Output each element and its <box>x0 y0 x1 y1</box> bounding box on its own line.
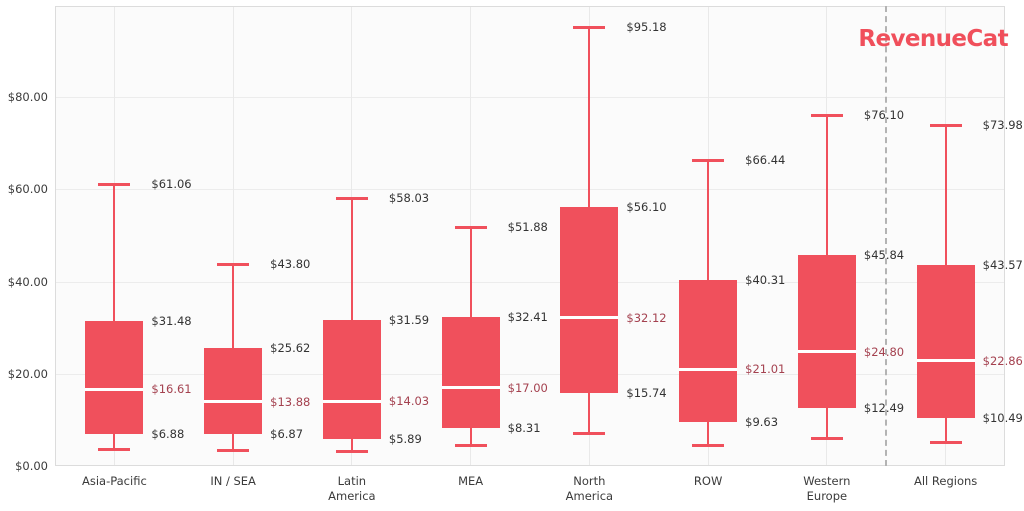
whisker-cap-bottom <box>335 450 368 454</box>
median-line <box>441 386 500 390</box>
x-axis-label: North America <box>529 474 649 504</box>
whisker-cap-top <box>454 225 487 229</box>
whisker-cap-bottom <box>454 443 487 447</box>
x-axis-label: All Regions <box>886 474 1006 489</box>
label-q3: $43.57 <box>982 258 1023 273</box>
whisker-cap-bottom <box>929 441 962 444</box>
label-q1: $9.63 <box>745 414 779 429</box>
plot-area <box>55 6 1005 466</box>
x-axis-label: Western Europe <box>767 474 887 504</box>
whisker-cap-top <box>335 197 368 201</box>
box-rect <box>797 254 856 409</box>
gridline-vertical <box>232 7 234 465</box>
divider-dashed-line <box>885 6 888 466</box>
gridline-horizontal <box>56 97 1004 98</box>
label-high: $76.10 <box>863 107 905 122</box>
label-high: $95.18 <box>626 19 667 34</box>
median-line <box>679 367 738 371</box>
label-median: $21.01 <box>745 362 786 377</box>
whisker-cap-bottom <box>810 436 843 440</box>
label-q3: $31.48 <box>151 313 192 328</box>
x-axis-label: Latin America <box>292 474 412 504</box>
label-high: $43.80 <box>270 256 311 271</box>
label-q1: $6.88 <box>151 427 185 442</box>
x-axis-label-line: Europe <box>806 488 848 503</box>
label-q1: $12.49 <box>863 401 905 416</box>
median-line <box>85 387 144 391</box>
whisker-cap-bottom <box>217 449 250 453</box>
x-axis-label-line: Asia-Pacific <box>81 474 147 488</box>
whisker-cap-top <box>573 25 606 29</box>
label-q1: $5.89 <box>388 431 422 446</box>
x-axis-label: ROW <box>648 474 768 489</box>
whisker-cap-top <box>810 113 843 117</box>
label-high: $73.98 <box>982 117 1023 132</box>
x-axis-label: Asia-Pacific <box>54 474 174 489</box>
whisker-cap-top <box>692 158 725 162</box>
label-median: $32.12 <box>626 310 667 325</box>
y-axis-tick-label: $20.00 <box>7 366 48 381</box>
x-axis-label-line: IN / SEA <box>210 474 256 488</box>
label-q1: $6.87 <box>270 427 304 442</box>
gridline-horizontal <box>56 281 1004 283</box>
label-q3: $31.59 <box>388 313 430 328</box>
x-axis-label: IN / SEA <box>173 474 293 489</box>
box-rect <box>916 265 975 418</box>
median-line <box>204 400 263 404</box>
label-q3: $32.41 <box>507 309 548 324</box>
gridline-horizontal <box>56 373 1004 375</box>
label-median: $14.03 <box>388 394 430 409</box>
label-q1: $10.49 <box>982 410 1023 425</box>
label-median: $17.00 <box>507 380 548 395</box>
box-rect <box>441 316 500 428</box>
y-axis-tick-label: $60.00 <box>7 182 48 197</box>
label-q3: $56.10 <box>626 200 667 215</box>
box-rect <box>322 320 381 439</box>
label-q3: $40.31 <box>745 273 786 288</box>
whisker-cap-bottom <box>692 443 725 447</box>
whisker-cap-bottom <box>98 447 131 451</box>
whisker-cap-top <box>217 262 250 266</box>
label-q1: $15.74 <box>626 386 667 401</box>
label-median: $22.86 <box>982 353 1023 368</box>
x-axis-label-line: North <box>573 474 606 488</box>
x-axis-label-line: ROW <box>693 474 723 488</box>
y-axis-tick-label: $40.00 <box>7 274 48 289</box>
y-axis-tick-label: $80.00 <box>7 90 48 104</box>
label-q3: $45.84 <box>863 247 905 262</box>
label-high: $66.44 <box>745 152 786 167</box>
whisker-cap-top <box>929 123 962 127</box>
whisker-cap-bottom <box>573 431 606 435</box>
whisker-line <box>113 184 116 449</box>
median-line <box>322 399 381 403</box>
x-axis-label-line: MEA <box>458 474 484 488</box>
y-axis-tick-label: $0.00 <box>15 459 48 473</box>
x-axis-label-line: Western <box>803 474 851 488</box>
label-median: $13.88 <box>270 394 311 409</box>
label-high: $58.03 <box>388 191 430 206</box>
x-axis-label-line: America <box>565 488 614 503</box>
box-rect <box>204 347 263 435</box>
label-q1: $8.31 <box>507 420 541 435</box>
box-rect <box>679 280 738 422</box>
box-rect <box>560 207 619 394</box>
box-rect <box>85 320 144 435</box>
x-axis-label-line: All Regions <box>913 474 978 488</box>
whisker-cap-top <box>98 183 131 187</box>
label-q3: $25.62 <box>270 340 311 355</box>
x-axis-label-line: America <box>328 488 376 503</box>
label-median: $24.80 <box>863 344 905 359</box>
revenuecat-logo: RevenueCat <box>858 26 1008 52</box>
x-axis-label-line: Latin <box>337 474 367 488</box>
median-line <box>797 350 856 354</box>
median-line <box>916 359 975 363</box>
median-line <box>560 316 619 320</box>
x-axis-label: MEA <box>411 474 531 489</box>
label-high: $61.06 <box>151 177 192 192</box>
label-median: $16.61 <box>151 382 192 397</box>
label-high: $51.88 <box>507 219 548 234</box>
gridline-horizontal <box>56 189 1004 191</box>
